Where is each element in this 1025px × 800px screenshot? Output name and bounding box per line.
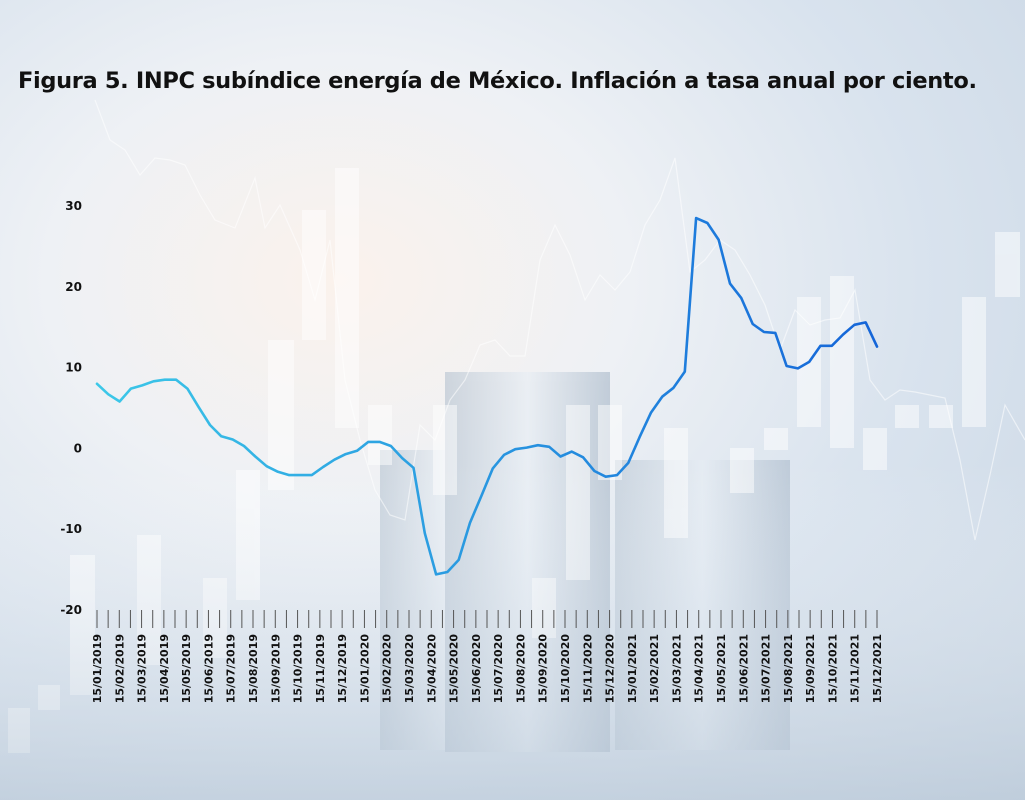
x-tick-label: 15/09/2019 [269, 634, 282, 703]
x-tick-label: 15/08/2021 [782, 634, 795, 703]
x-tick-label: 15/02/2020 [381, 634, 394, 704]
x-tick-label: 15/03/2019 [136, 634, 149, 703]
x-tick-label: 15/11/2019 [314, 634, 327, 703]
x-tick-label: 15/04/2020 [425, 634, 438, 704]
x-tick-label: 15/09/2020 [537, 634, 550, 704]
background-trend-line [94, 99, 1025, 541]
x-tick-label: 15/05/2019 [180, 634, 193, 703]
x-tick-label: 15/08/2019 [247, 634, 260, 703]
y-tick-label: 0 [74, 441, 82, 455]
chart-title: Figura 5. INPC subíndice energía de Méxi… [18, 68, 977, 94]
x-tick-label: 15/12/2020 [604, 634, 617, 704]
x-tick-label: 15/06/2019 [202, 634, 215, 703]
x-tick-label: 15/12/2019 [336, 634, 349, 703]
x-tick-label: 15/01/2020 [358, 634, 371, 704]
x-tick-label: 15/09/2021 [804, 634, 817, 703]
y-tick-label: -10 [60, 522, 82, 536]
x-tick-label: 15/02/2019 [113, 634, 126, 703]
x-tick-label: 15/05/2021 [715, 634, 728, 703]
y-axis: 30 20 10 0 -10 -20 [60, 199, 82, 617]
y-tick-label: 20 [65, 280, 82, 294]
x-tick-label: 15/06/2020 [470, 634, 483, 704]
y-tick-label: 30 [65, 199, 82, 213]
x-tick-label: 15/03/2020 [403, 634, 416, 704]
x-tick-label: 15/12/2021 [871, 634, 884, 703]
x-tick-label: 15/10/2021 [826, 634, 839, 703]
x-tick-label: 15/04/2019 [158, 634, 171, 703]
x-tick-label: 15/11/2021 [849, 634, 862, 703]
x-tick-label: 15/08/2020 [514, 634, 527, 704]
x-tick-label: 15/10/2019 [292, 634, 305, 703]
y-tick-label: 10 [65, 361, 82, 375]
x-tick-label: 15/03/2021 [670, 634, 683, 703]
x-tick-label: 15/07/2021 [760, 634, 773, 703]
x-axis: 15/01/2019 15/02/2019 15/03/2019 15/04/2019… [91, 610, 884, 703]
x-tick-label: 15/07/2019 [225, 634, 238, 703]
x-tick-label: 15/04/2021 [693, 634, 706, 703]
x-tick-label: 15/06/2021 [737, 634, 750, 703]
y-tick-label: -20 [60, 603, 82, 617]
x-tick-label: 15/11/2020 [581, 634, 594, 704]
background-fade [0, 460, 1025, 800]
x-tick-label: 15/10/2020 [559, 634, 572, 704]
x-tick-label: 15/01/2019 [91, 634, 104, 703]
x-tick-label: 15/05/2020 [448, 634, 461, 704]
series-line [95, 216, 879, 576]
x-tick-label: 15/07/2020 [492, 634, 505, 704]
x-tick-label: 15/02/2021 [648, 634, 661, 703]
series-group [95, 216, 879, 576]
x-tick-label: 15/01/2021 [626, 634, 639, 703]
